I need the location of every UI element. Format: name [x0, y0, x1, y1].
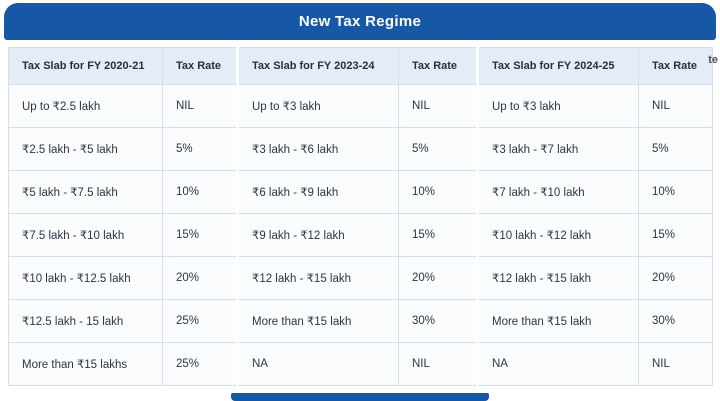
table-cell: 20% [162, 256, 239, 300]
table-cell: Up to ₹3 lakh [237, 84, 399, 128]
table-cell: Up to ₹2.5 lakh [8, 84, 163, 128]
header-row: Tax Slab for FY 2020-21 Tax Rate Tax Slab … [8, 47, 713, 85]
table-header: Tax Slab for FY 2020-21 Tax Rate Tax Slab … [8, 47, 713, 85]
table-cell: NIL [162, 84, 239, 128]
title-banner: New Tax Regime [4, 3, 716, 40]
table-cell: More than ₹15 lakh [477, 299, 639, 343]
tax-regime-card: New Tax Regime Tax Slab for FY 2020-21 Ta… [4, 3, 716, 386]
table-cell: ₹2.5 lakh - ₹5 lakh [8, 127, 163, 171]
table-cell: Up to ₹3 lakh [477, 84, 639, 128]
table-cell: ₹3 lakh - ₹7 lakh [477, 127, 639, 171]
table-cell: ₹12.5 lakh - 15 lakh [8, 299, 163, 343]
table-cell: ₹3 lakh - ₹6 lakh [237, 127, 399, 171]
table-cell: 30% [398, 299, 479, 343]
table-cell: 25% [162, 342, 239, 386]
table-cell: ₹12 lakh - ₹15 lakh [237, 256, 399, 300]
table-cell: 5% [162, 127, 239, 171]
column-header: Tax Rate [398, 47, 479, 85]
table-cell: ₹7 lakh - ₹10 lakh [477, 170, 639, 214]
table-row: ₹2.5 lakh - ₹5 lakh 5% ₹3 lakh - ₹6 lakh 5%… [8, 127, 713, 171]
table-cell: 15% [638, 213, 713, 257]
table-body: Up to ₹2.5 lakh NIL Up to ₹3 lakh NIL Up to … [8, 84, 713, 386]
table-cell: 30% [638, 299, 713, 343]
table-cell: 5% [398, 127, 479, 171]
page-title: New Tax Regime [298, 13, 422, 30]
table-row: ₹12.5 lakh - 15 lakh 25% More than ₹15 lak… [8, 299, 713, 343]
column-header: Tax Rate [638, 47, 713, 85]
tax-table: Tax Slab for FY 2020-21 Tax Rate Tax Slab … [8, 47, 713, 386]
table-row: ₹10 lakh - ₹12.5 lakh 20% ₹12 lakh - ₹15 l… [8, 256, 713, 300]
table-row: ₹7.5 lakh - ₹10 lakh 15% ₹9 lakh - ₹12 lak… [8, 213, 713, 257]
table-cell: More than ₹15 lakhs [8, 342, 163, 386]
table-cell: ₹10 lakh - ₹12.5 lakh [8, 256, 163, 300]
table-cell: ₹7.5 lakh - ₹10 lakh [8, 213, 163, 257]
table-cell: 10% [162, 170, 239, 214]
table-cell: 15% [162, 213, 239, 257]
table-cell: ₹10 lakh - ₹12 lakh [477, 213, 639, 257]
bottom-accent-bar [231, 393, 489, 401]
column-header: Tax Slab for FY 2023-24 [237, 47, 399, 85]
table-cell: ₹5 lakh - ₹7.5 lakh [8, 170, 163, 214]
table-cell: NIL [638, 84, 713, 128]
column-header: Tax Rate [162, 47, 239, 85]
table-cell: NIL [638, 342, 713, 386]
table-cell: 20% [638, 256, 713, 300]
table-cell: ₹9 lakh - ₹12 lakh [237, 213, 399, 257]
table-cell: 5% [638, 127, 713, 171]
table-cell: 10% [398, 170, 479, 214]
table-row: ₹5 lakh - ₹7.5 lakh 10% ₹6 lakh - ₹9 lakh 1… [8, 170, 713, 214]
table-cell: 25% [162, 299, 239, 343]
table-cell: More than ₹15 lakh [237, 299, 399, 343]
table-cell: 20% [398, 256, 479, 300]
table-cell: NA [477, 342, 639, 386]
table-row: More than ₹15 lakhs 25% NA NIL NA NIL [8, 342, 713, 386]
table-cell: 10% [638, 170, 713, 214]
column-header: Tax Slab for FY 2020-21 [8, 47, 163, 85]
table-row: Up to ₹2.5 lakh NIL Up to ₹3 lakh NIL Up to … [8, 84, 713, 128]
table-cell: 15% [398, 213, 479, 257]
column-header: Tax Slab for FY 2024-25 [477, 47, 639, 85]
table-cell: NIL [398, 342, 479, 386]
table-cell: ₹6 lakh - ₹9 lakh [237, 170, 399, 214]
table-cell: NA [237, 342, 399, 386]
table-cell: ₹12 lakh - ₹15 lakh [477, 256, 639, 300]
table-container: Tax Slab for FY 2020-21 Tax Rate Tax Slab … [8, 47, 713, 386]
watermark-fragment: te [708, 54, 718, 66]
table-cell: NIL [398, 84, 479, 128]
